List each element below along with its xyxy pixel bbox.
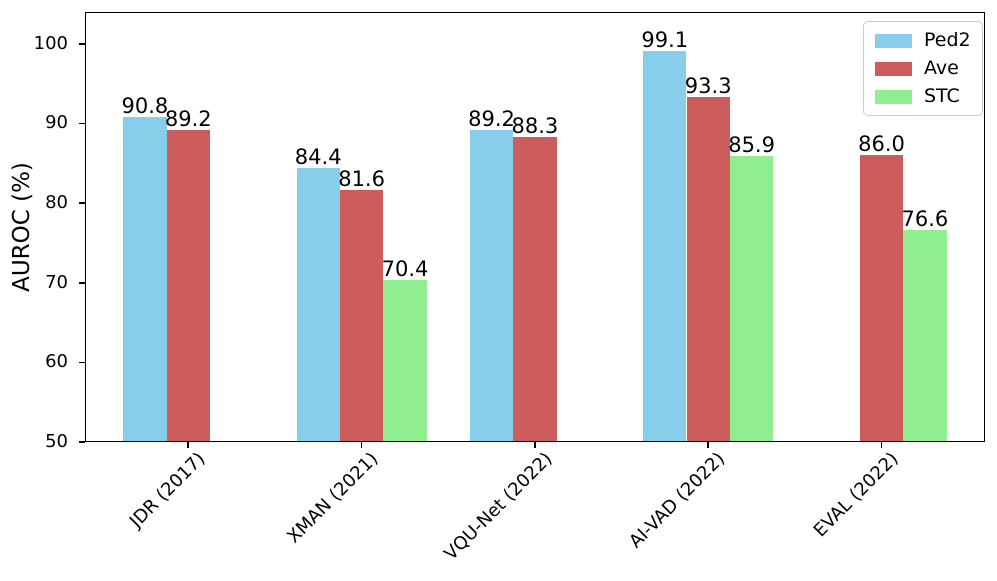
legend-item-ave: Ave xyxy=(875,58,971,79)
y-tick-label: 80 xyxy=(45,192,68,214)
bar-value-label: 89.2 xyxy=(468,106,515,131)
y-tick xyxy=(79,122,85,125)
bar-value-label: 88.3 xyxy=(511,114,559,139)
y-tick xyxy=(79,361,85,364)
y-tick xyxy=(79,281,85,284)
bar-value-label: 84.4 xyxy=(294,145,342,170)
legend-swatch-stc xyxy=(875,89,912,104)
bar-value-label: 99.1 xyxy=(641,28,689,53)
x-tick xyxy=(360,442,363,448)
y-tick xyxy=(79,441,85,443)
bar-value-label: 76.6 xyxy=(901,207,949,232)
bar-stc-2 xyxy=(383,279,427,442)
bar-ped2-4 xyxy=(643,51,687,442)
bar-ave-1 xyxy=(166,129,210,442)
legend-swatch-ave xyxy=(875,61,912,76)
bar-ped2-3 xyxy=(469,129,514,442)
y-tick xyxy=(79,43,85,45)
y-tick-label: 50 xyxy=(45,431,68,452)
x-tick xyxy=(534,442,536,448)
bar-ave-5 xyxy=(859,155,904,442)
x-tick-label: XMAN (2021) xyxy=(283,448,383,548)
bar-ave-2 xyxy=(339,190,384,442)
legend-swatch-ped2 xyxy=(875,33,912,48)
bar-value-label: 93.3 xyxy=(684,74,732,99)
bar-ave-3 xyxy=(513,137,557,442)
bar-value-label: 90.8 xyxy=(121,94,169,119)
y-tick-label: 90 xyxy=(45,112,68,134)
bar-ped2-1 xyxy=(123,117,167,442)
x-tick xyxy=(707,442,710,448)
y-tick-label: 70 xyxy=(45,271,68,293)
bar-stc-4 xyxy=(729,156,774,442)
legend-label: Ped2 xyxy=(924,29,971,51)
legend-label: Ave xyxy=(924,57,959,79)
x-tick xyxy=(880,442,883,448)
bar-stc-5 xyxy=(903,230,947,442)
legend-label: STC xyxy=(924,85,960,107)
x-tick xyxy=(187,442,190,448)
y-axis-label: AUROC (%) xyxy=(9,162,35,292)
bar-value-label: 81.6 xyxy=(338,167,385,192)
y-tick-label: 100 xyxy=(33,32,68,54)
bar-ave-4 xyxy=(686,97,730,442)
bar-value-label: 86.0 xyxy=(858,132,905,157)
bar-value-label: 89.2 xyxy=(164,106,212,131)
bar-ped2-2 xyxy=(296,168,340,442)
legend-item-ped2: Ped2 xyxy=(875,30,971,51)
x-tick-label: EVAL (2022) xyxy=(809,448,903,542)
legend-item-stc: STC xyxy=(875,86,971,107)
y-tick xyxy=(79,202,85,204)
x-tick-label: JDR (2017) xyxy=(125,448,210,532)
bar-value-label: 70.4 xyxy=(381,256,429,281)
x-tick-label: AI-VAD (2022) xyxy=(625,448,730,553)
y-tick-label: 60 xyxy=(45,351,68,373)
x-tick-label: VQU-Net (2022) xyxy=(439,448,557,565)
legend: Ped2 Ave STC xyxy=(863,21,983,116)
bar-value-label: 85.9 xyxy=(728,133,775,158)
